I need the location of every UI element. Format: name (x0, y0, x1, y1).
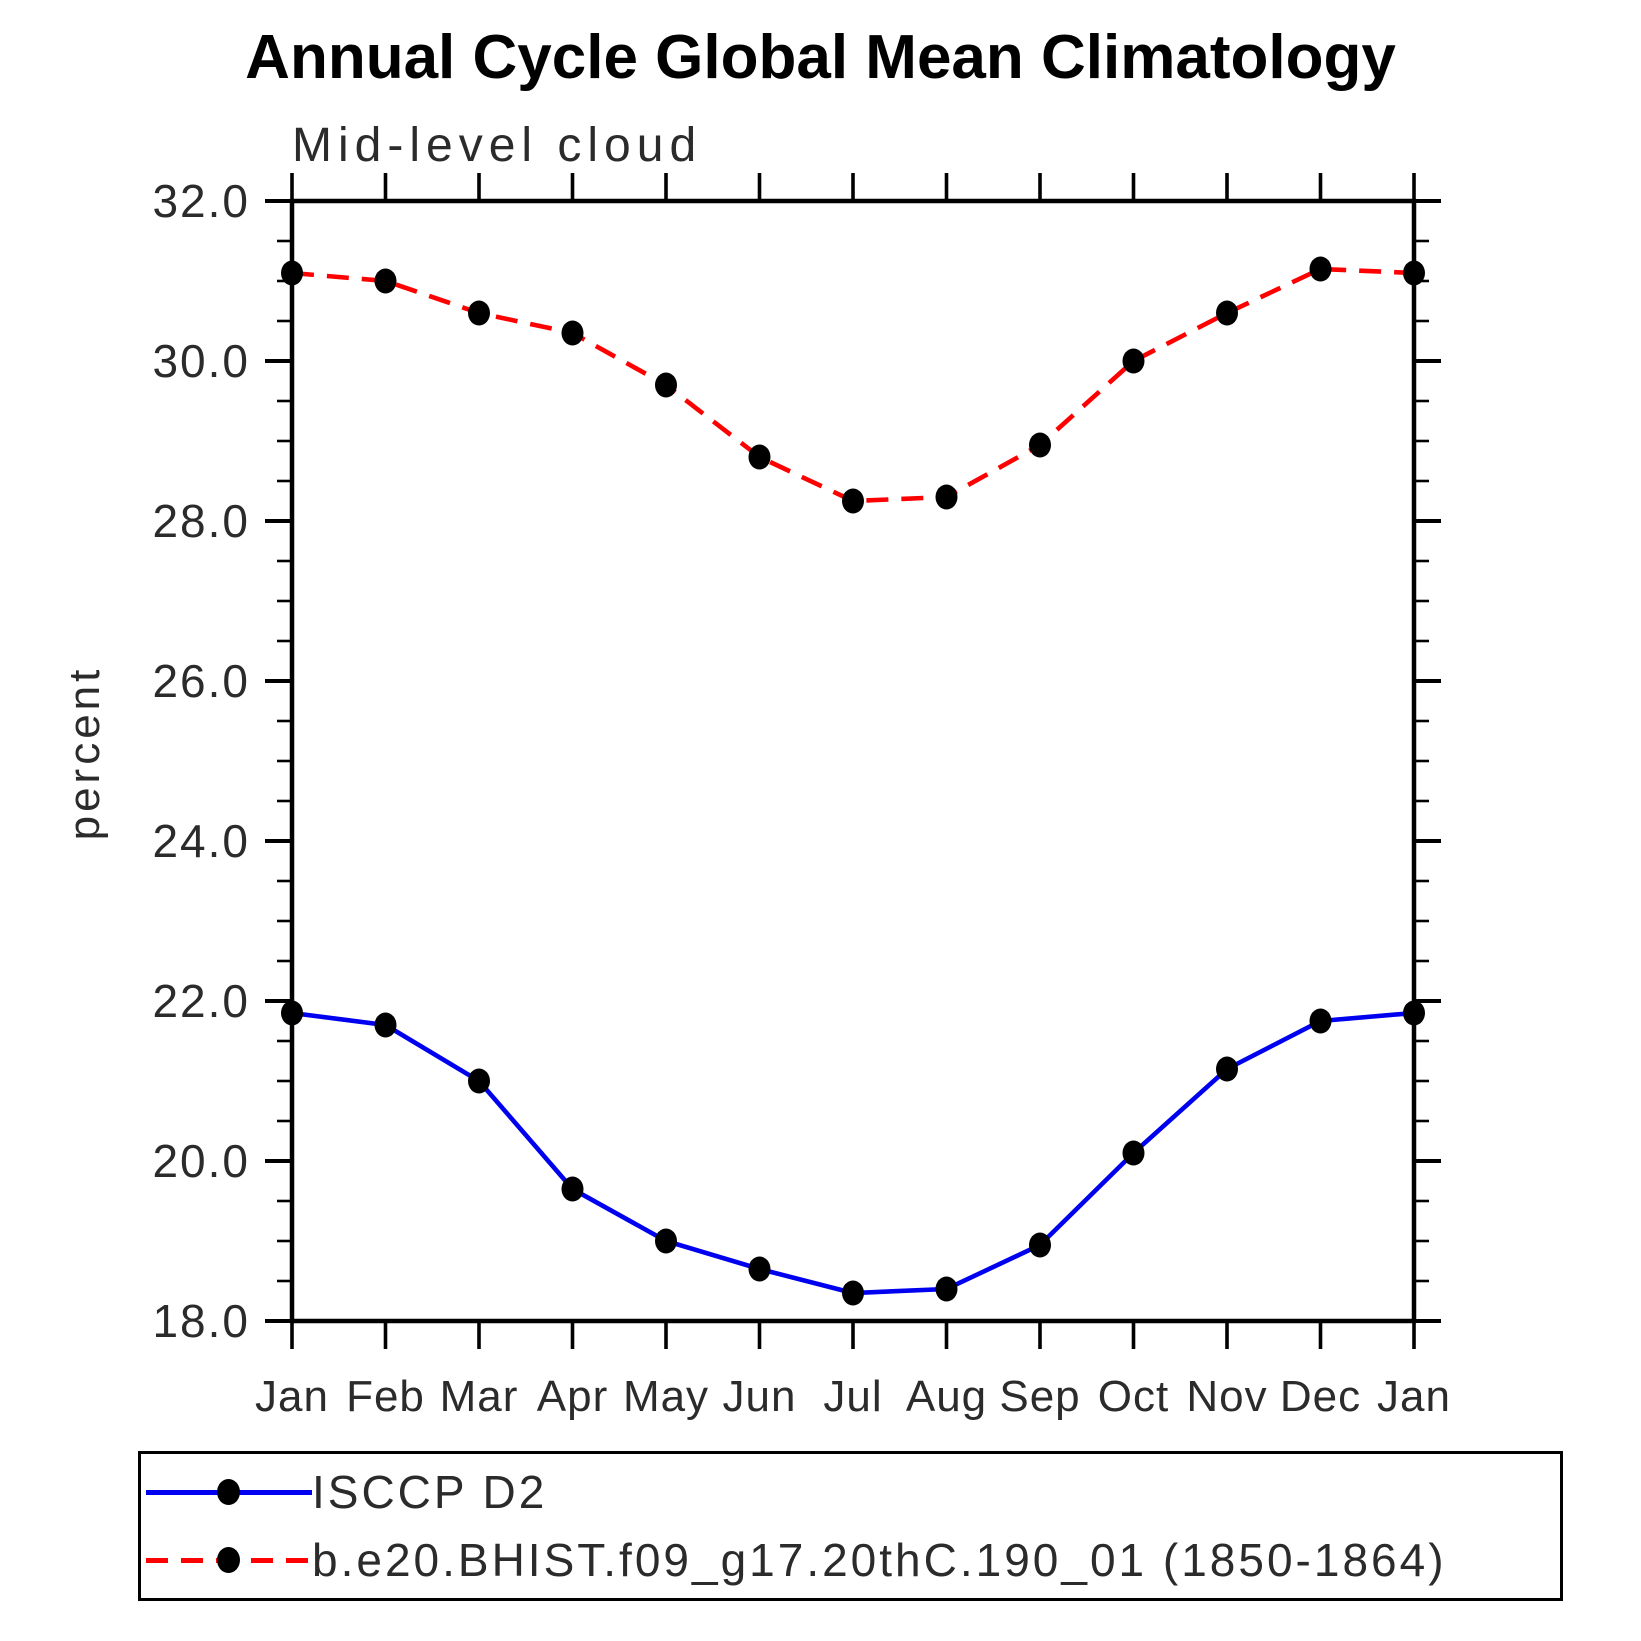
data-point-marker (842, 1280, 864, 1306)
y-tick-label: 22.0 (152, 975, 250, 1027)
x-tick-label: Mar (440, 1372, 519, 1421)
data-point-marker (374, 268, 397, 294)
x-tick-label: Nov (1186, 1372, 1267, 1421)
data-point-marker (468, 1068, 490, 1094)
y-tick-label: 26.0 (152, 655, 250, 707)
data-point-marker (1029, 432, 1051, 458)
x-tick-label: Jan (1377, 1372, 1451, 1421)
x-tick-label: Aug (906, 1372, 987, 1421)
data-point-marker (748, 444, 771, 470)
marker-dot-icon (217, 1478, 240, 1505)
data-point-marker (655, 372, 677, 398)
x-tick-label: Jan (255, 1372, 329, 1421)
y-tick-label: 18.0 (152, 1295, 250, 1347)
data-point-marker (1122, 348, 1145, 374)
series-line-model (291, 266, 1415, 504)
series-line-isccp (291, 1010, 1415, 1296)
y-tick-label: 20.0 (152, 1135, 250, 1187)
data-point-marker (1029, 1232, 1051, 1258)
data-point-marker (281, 1000, 303, 1026)
x-tick-label: Dec (1280, 1372, 1361, 1421)
x-tick-label: Oct (1098, 1372, 1169, 1421)
data-point-marker (748, 1256, 771, 1282)
data-point-marker (468, 300, 490, 326)
axes-frame (289, 198, 1417, 1324)
y-tick-label: 28.0 (152, 495, 250, 547)
y-tick-label: 32.0 (152, 175, 250, 227)
data-point-marker (935, 1276, 958, 1302)
marker-dot-icon (217, 1547, 240, 1574)
data-point-marker (935, 484, 958, 510)
y-tick-label: 24.0 (152, 815, 250, 867)
legend-sample-blue-solid (146, 1477, 312, 1507)
data-point-marker (655, 1228, 677, 1254)
legend-label: ISCCP D2 (312, 1465, 548, 1518)
x-tick-label: May (623, 1372, 709, 1421)
data-point-marker (561, 320, 584, 346)
data-point-marker (1216, 300, 1238, 326)
legend-item-model-run: b.e20.BHIST.f09_g17.20thC.190_01 (1850-1… (141, 1529, 1560, 1591)
data-point-marker (281, 260, 303, 286)
data-point-marker (1216, 1056, 1238, 1082)
data-point-marker (374, 1012, 397, 1038)
legend-label: b.e20.BHIST.f09_g17.20thC.190_01 (1850-1… (312, 1534, 1447, 1587)
data-point-marker (1309, 1008, 1332, 1034)
chart-title: Annual Cycle Global Mean Climatology (245, 23, 1396, 92)
x-tick-label: Jun (723, 1372, 797, 1421)
legend-item-isccp-d2: ISCCP D2 (141, 1461, 1560, 1523)
x-tick-label: Sep (999, 1372, 1080, 1421)
data-point-marker (1122, 1140, 1145, 1166)
legend-box: ISCCP D2 b.e20.BHIST.f09_g17.20thC.190_0… (138, 1451, 1563, 1601)
chart-subtitle: Mid-level cloud (292, 119, 703, 172)
x-tick-label: Jul (823, 1372, 882, 1421)
x-tick-label: Feb (346, 1372, 425, 1421)
data-point-marker (1403, 1000, 1425, 1026)
data-point-marker (842, 488, 864, 514)
data-point-marker (1403, 260, 1425, 286)
data-point-marker (561, 1176, 584, 1202)
x-tick-label: Apr (537, 1372, 608, 1421)
data-point-marker (1309, 256, 1332, 282)
legend-sample-red-dashed (146, 1545, 312, 1575)
y-tick-label: 30.0 (152, 335, 250, 387)
